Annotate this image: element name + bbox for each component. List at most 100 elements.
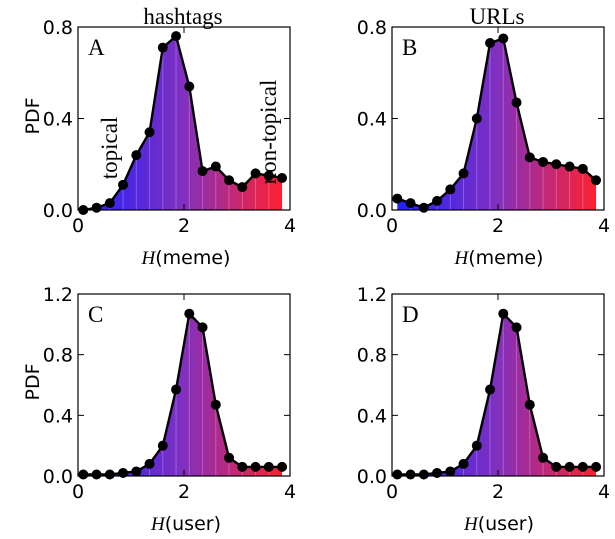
data-point	[197, 166, 208, 177]
data-point	[157, 440, 168, 451]
column-title-urls: URLs	[470, 4, 525, 29]
data-point	[405, 198, 416, 209]
data-point	[485, 384, 496, 395]
data-point	[591, 461, 602, 472]
data-point	[498, 33, 509, 44]
panel-c-hashtags-user: 0 2 4 0.0 0.4 0.8 1.2 PDF H(user) C	[22, 284, 296, 535]
pdf-series-line	[397, 312, 597, 476]
y-tick-label: 0.4	[357, 405, 387, 427]
data-point	[144, 458, 155, 469]
data-point	[277, 172, 288, 183]
data-point	[144, 127, 155, 138]
pdf-series-line	[83, 312, 283, 476]
y-tick-label: 0.4	[43, 109, 73, 131]
x-tick-label: 2	[492, 215, 504, 237]
data-point	[237, 182, 248, 193]
pdf-area-fill	[83, 313, 283, 476]
data-point	[131, 150, 142, 161]
annotation-topical: topical	[97, 117, 122, 180]
data-point	[392, 469, 403, 480]
panel-letter-b: B	[402, 35, 417, 60]
data-point	[511, 97, 522, 108]
data-point	[418, 202, 429, 213]
data-point	[551, 159, 562, 170]
pdf-series-line	[83, 34, 283, 212]
data-point	[471, 440, 482, 451]
x-tick-label: 0	[72, 481, 84, 503]
data-point	[392, 193, 403, 204]
data-point	[171, 31, 182, 42]
x-tick-label: 4	[284, 481, 296, 503]
data-point	[538, 452, 549, 463]
pdf-area-fill	[83, 36, 283, 211]
y-tick-label: 0.8	[357, 345, 387, 367]
data-point	[184, 308, 195, 319]
data-point	[91, 469, 102, 480]
data-point	[237, 461, 248, 472]
panel-letter-a: A	[88, 35, 105, 60]
data-point	[157, 42, 168, 53]
data-point	[171, 384, 182, 395]
data-point	[91, 202, 102, 213]
data-point	[104, 469, 115, 480]
panel-letter-c: C	[88, 302, 103, 327]
y-tick-label: 0.0	[43, 200, 73, 222]
data-point	[538, 156, 549, 167]
column-title-hashtags: hashtags	[143, 4, 222, 29]
data-point	[224, 175, 235, 186]
panel-b-urls-meme: 0 2 4 0.0 0.4 0.8 URLs H(meme) B	[357, 4, 610, 269]
data-point	[184, 81, 195, 92]
x-tick-label: 0	[386, 481, 398, 503]
y-axis-label: PDF	[22, 97, 44, 134]
data-point	[445, 466, 456, 477]
y-tick-label: 0.4	[43, 405, 73, 427]
x-tick-label: 4	[598, 481, 610, 503]
data-point	[524, 152, 535, 163]
y-tick-label: 0.0	[357, 466, 387, 488]
pdf-area-fill	[397, 313, 597, 476]
x-tick-label: 2	[492, 481, 504, 503]
data-point	[432, 195, 443, 206]
data-point	[485, 38, 496, 49]
y-tick-label: 0.0	[43, 466, 73, 488]
data-point	[277, 461, 288, 472]
pdf-area-fill	[397, 38, 597, 210]
data-point	[405, 469, 416, 480]
data-point	[458, 168, 469, 179]
x-axis-label: H(meme)	[141, 247, 231, 269]
x-axis-label: H(user)	[463, 513, 534, 535]
x-tick-label: 0	[72, 215, 84, 237]
y-tick-label: 0.8	[43, 17, 73, 39]
y-axis-label: PDF	[22, 363, 44, 400]
data-point	[263, 170, 274, 181]
y-tick-label: 0.4	[357, 109, 387, 131]
panel-letter-d: D	[402, 302, 419, 327]
y-tick-label: 0.8	[357, 17, 387, 39]
x-tick-label: 4	[598, 215, 610, 237]
x-tick-label: 0	[386, 215, 398, 237]
data-point	[564, 161, 575, 172]
data-point	[458, 458, 469, 469]
data-point	[591, 175, 602, 186]
data-point	[418, 469, 429, 480]
x-tick-label: 2	[178, 481, 190, 503]
data-point	[250, 461, 261, 472]
data-point	[104, 198, 115, 209]
annotation-non-topical: non-topical	[256, 80, 281, 185]
y-tick-label: 0.0	[357, 200, 387, 222]
data-point	[564, 461, 575, 472]
data-point	[131, 466, 142, 477]
data-point	[498, 308, 509, 319]
data-point	[577, 461, 588, 472]
data-point	[263, 461, 274, 472]
data-point	[551, 461, 562, 472]
data-point	[197, 322, 208, 333]
y-tick-label: 1.2	[43, 284, 73, 306]
data-point	[210, 161, 221, 172]
x-tick-label: 2	[178, 215, 190, 237]
panel-d-urls-user: 0 2 4 0.0 0.4 0.8 1.2 H(user) D	[357, 284, 610, 535]
x-axis-label: H(meme)	[454, 247, 544, 269]
y-tick-label: 1.2	[357, 284, 387, 306]
